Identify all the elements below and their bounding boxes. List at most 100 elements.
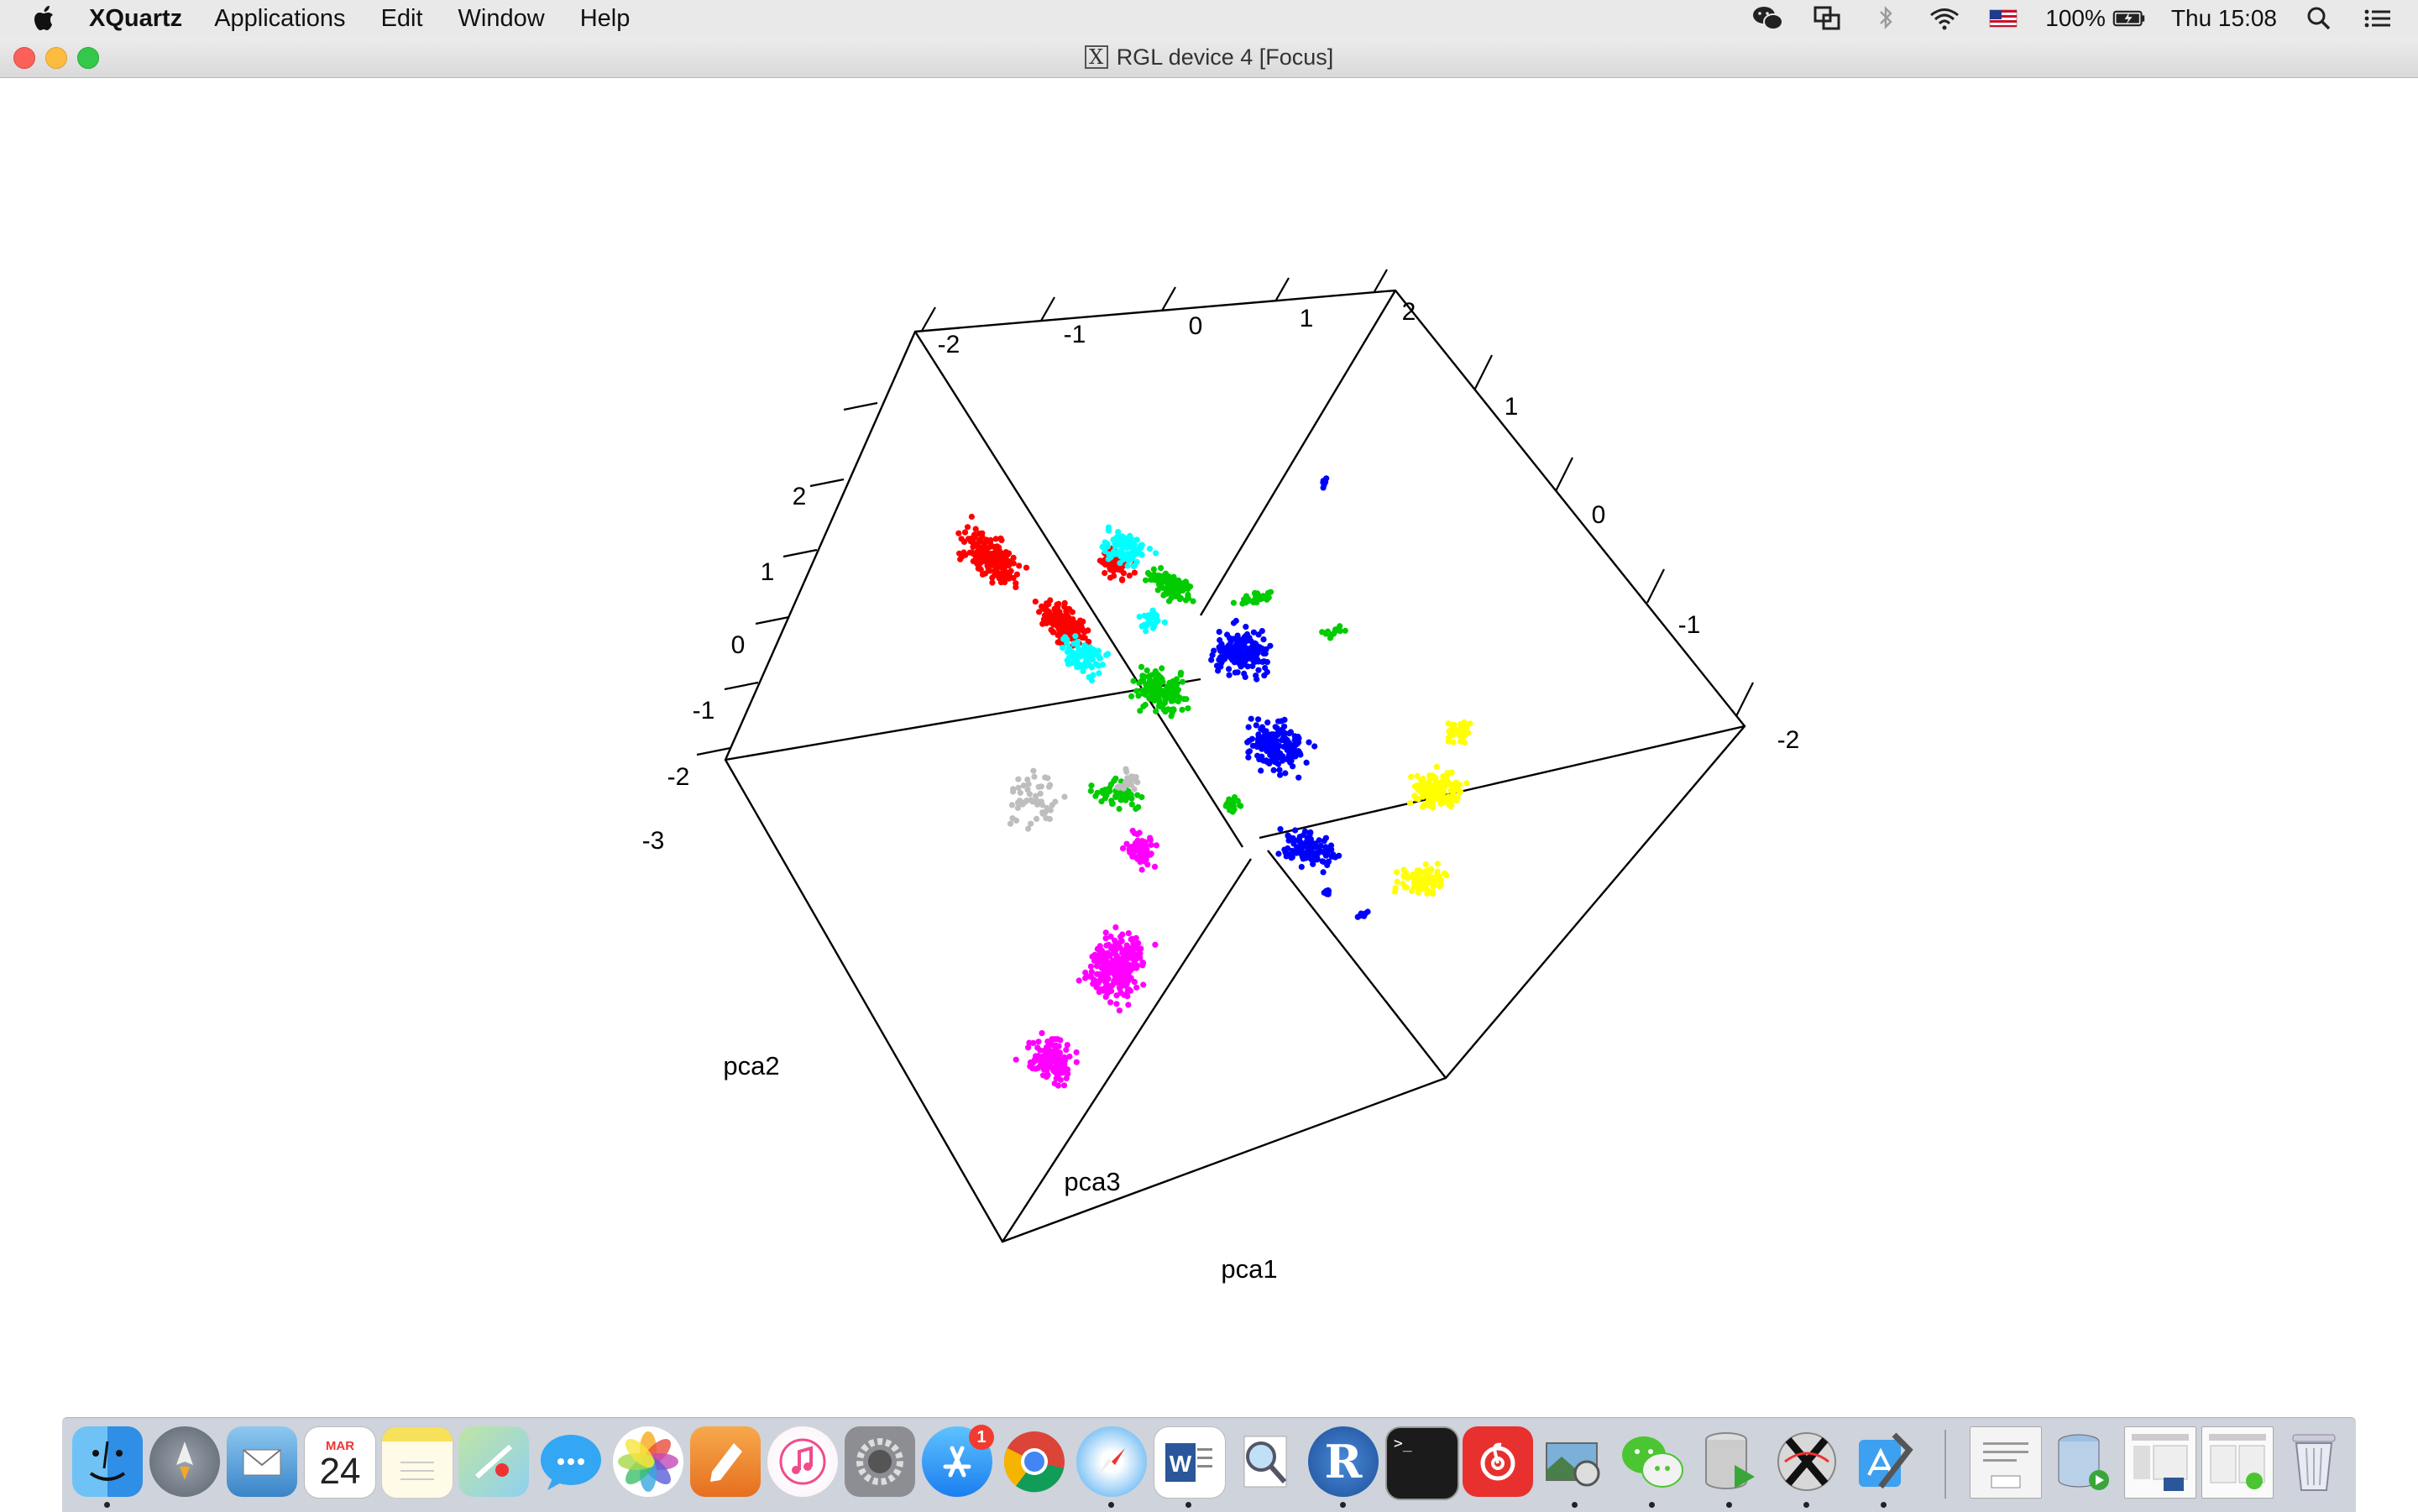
word-icon[interactable]: W (1154, 1426, 1226, 1499)
data-point (1088, 664, 1095, 671)
photos-icon[interactable] (613, 1426, 683, 1497)
data-point (1281, 716, 1288, 724)
menu-clock[interactable]: Thu 15:08 (2170, 5, 2277, 31)
data-point (1422, 861, 1429, 868)
window-title-bar[interactable]: X RGL device 4 [Focus] (0, 37, 2418, 78)
sequel-icon[interactable] (2047, 1426, 2117, 1497)
data-point (1456, 728, 1463, 735)
preview-icon[interactable] (1231, 1426, 1301, 1497)
trash-icon[interactable] (2279, 1426, 2349, 1497)
window-thumbnail-icon[interactable] (2124, 1426, 2196, 1499)
data-point (1139, 672, 1146, 679)
battery-percent[interactable]: 100% (2045, 5, 2106, 31)
window-zoom-button[interactable] (77, 47, 99, 69)
pca-3d-scatter[interactable]: -2 -1 0 1 2 2 1 0 -1 -2 -3 1 0 -1 -2 pca… (0, 78, 2418, 1416)
data-point (1123, 965, 1130, 971)
data-point (1081, 629, 1088, 636)
data-point (1255, 658, 1262, 665)
data-point (1138, 793, 1145, 801)
itunes-icon[interactable] (767, 1426, 838, 1497)
window-minimize-button[interactable] (45, 47, 67, 69)
data-point (1276, 766, 1283, 773)
battery-icon[interactable] (2112, 4, 2146, 33)
wechat-icon[interactable] (1617, 1426, 1688, 1497)
data-point (1138, 623, 1145, 630)
chrome-icon[interactable] (999, 1426, 1070, 1497)
notification-center-icon[interactable] (2361, 4, 2394, 33)
docx-document-icon[interactable] (1970, 1426, 2042, 1499)
data-point (1137, 708, 1144, 714)
data-point (1125, 1002, 1132, 1008)
data-point (1131, 786, 1138, 793)
apple-icon[interactable] (32, 3, 59, 34)
data-point (1017, 798, 1023, 804)
data-point (1282, 770, 1289, 777)
r-icon[interactable]: R (1308, 1426, 1379, 1497)
mail-icon[interactable] (227, 1426, 297, 1497)
terminal-icon[interactable]: >_ (1385, 1426, 1459, 1500)
data-point (1063, 614, 1070, 620)
data-point (1440, 772, 1447, 780)
menu-bar: XQuartz Applications Edit Window Help (0, 0, 2418, 38)
pages-icon[interactable] (690, 1426, 761, 1497)
notes-icon[interactable] (381, 1426, 453, 1499)
data-point (1453, 798, 1460, 804)
xcode-icon[interactable] (1849, 1426, 1919, 1497)
data-point (1084, 662, 1091, 669)
xquartz-icon[interactable] (1772, 1426, 1842, 1497)
data-point (1046, 783, 1053, 790)
menu-applications[interactable]: Applications (214, 4, 346, 32)
right-tick-label: 0 (1592, 501, 1606, 529)
menu-edit[interactable]: Edit (380, 4, 423, 32)
wechat-status-icon[interactable] (1751, 4, 1785, 33)
system-preferences-icon[interactable] (845, 1426, 915, 1497)
data-point (1142, 701, 1149, 709)
finder-icon[interactable] (72, 1426, 143, 1497)
data-point (1075, 642, 1081, 649)
data-point (1138, 552, 1145, 558)
app-store-icon[interactable]: 1 (922, 1425, 994, 1497)
maps-icon[interactable] (458, 1426, 529, 1497)
data-point (1424, 780, 1431, 787)
data-point (1133, 984, 1140, 991)
data-point (1107, 574, 1114, 581)
netease-music-icon[interactable] (1463, 1426, 1533, 1497)
messages-icon[interactable] (536, 1426, 606, 1497)
data-point (1103, 971, 1110, 977)
menu-app-name[interactable]: XQuartz (89, 4, 183, 32)
data-point (1230, 599, 1237, 606)
data-point (1461, 719, 1468, 726)
data-point (1162, 688, 1169, 694)
bluetooth-icon[interactable] (1869, 4, 1902, 33)
data-point (979, 571, 986, 578)
window-thumbnail-2-icon[interactable] (2201, 1426, 2274, 1499)
wifi-icon[interactable] (1928, 4, 1961, 33)
rgl-canvas[interactable]: -2 -1 0 1 2 2 1 0 -1 -2 -3 1 0 -1 -2 pca… (0, 78, 2418, 1416)
menu-help[interactable]: Help (579, 4, 631, 32)
data-point (1317, 842, 1324, 850)
safari-icon[interactable] (1076, 1426, 1147, 1497)
data-point (1156, 699, 1163, 706)
launchpad-icon[interactable] (149, 1426, 220, 1497)
data-point (1039, 620, 1046, 627)
data-point (1244, 663, 1251, 670)
window-close-button[interactable] (13, 47, 35, 69)
data-point (1090, 672, 1096, 678)
data-point (1288, 756, 1295, 762)
data-point (1034, 1065, 1041, 1071)
data-point (1104, 541, 1111, 548)
calendar-icon[interactable]: MAR 24 (304, 1426, 376, 1499)
data-point (1128, 801, 1135, 808)
data-point (1138, 663, 1145, 671)
screen-mirror-icon[interactable] (1810, 4, 1844, 33)
image-capture-icon[interactable] (1540, 1426, 1610, 1497)
data-point (1049, 802, 1055, 808)
data-point (1126, 573, 1133, 579)
data-point (1109, 959, 1116, 965)
menu-window[interactable]: Window (458, 4, 545, 32)
spotlight-search-icon[interactable] (2302, 4, 2336, 33)
us-flag-icon[interactable] (1986, 4, 2020, 33)
data-point (1301, 831, 1307, 839)
database-icon[interactable] (1694, 1426, 1765, 1497)
left-tick-label: 0 (731, 631, 746, 659)
